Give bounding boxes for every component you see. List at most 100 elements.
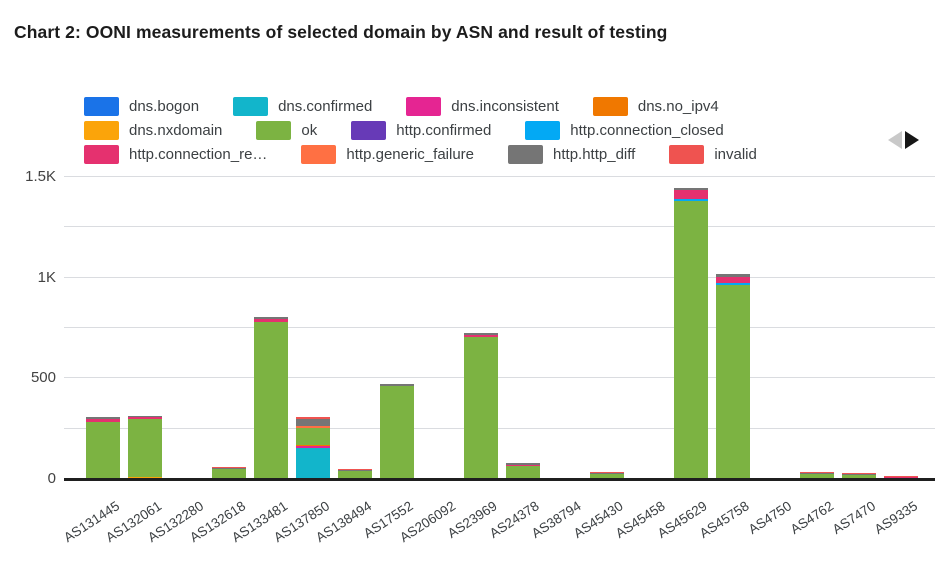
bar-segment-http.connection_closed[interactable]	[716, 282, 750, 285]
bar-segment-ok[interactable]	[464, 337, 498, 479]
bar-segment-invalid[interactable]	[800, 472, 834, 474]
stacked-bar	[128, 415, 162, 479]
bar-segment-http.connection_reset[interactable]	[716, 277, 750, 283]
legend-item-label: invalid	[714, 146, 757, 163]
gridline	[64, 377, 935, 379]
bar-segment-http.connection_reset[interactable]	[86, 418, 120, 422]
legend-swatch-icon	[351, 121, 387, 140]
y-axis-tick-label: 1K	[37, 268, 56, 286]
bar-segment-http.http_diff[interactable]	[380, 384, 414, 386]
bar-segment-http.connection_reset[interactable]	[380, 385, 414, 387]
bar-segment-ok[interactable]	[128, 418, 162, 477]
stacked-bar	[464, 333, 498, 479]
bar-segment-ok[interactable]	[590, 473, 624, 479]
legend-item-dns.confirmed[interactable]: dns.confirmed	[233, 97, 372, 116]
bar-segment-http.http_diff[interactable]	[464, 333, 498, 336]
legend-swatch-icon	[525, 121, 561, 140]
bar-segment-ok[interactable]	[842, 474, 876, 479]
bar-segment-invalid[interactable]	[842, 472, 876, 474]
bar-segment-invalid[interactable]	[212, 467, 246, 468]
y-axis-tick-label: 500	[30, 369, 56, 387]
bar-segment-http.connection_reset[interactable]	[884, 477, 918, 479]
stacked-bar	[296, 416, 330, 479]
bar-segment-ok[interactable]	[212, 468, 246, 479]
bar-segment-http.connection_reset[interactable]	[506, 464, 540, 466]
legend-item-label: dns.bogon	[129, 98, 200, 115]
bar-segment-invalid[interactable]	[338, 468, 372, 470]
bar-segment-ok[interactable]	[296, 428, 330, 445]
legend-swatch-icon	[508, 145, 544, 164]
legend-item-dns.no_ipv4[interactable]: dns.no_ipv4	[592, 97, 719, 116]
stacked-bar	[254, 316, 288, 479]
bar-segment-http.http_diff[interactable]	[128, 415, 162, 418]
bar-group-AS45430	[586, 177, 628, 479]
legend-item-label: ok	[301, 122, 318, 139]
legend-item-dns.inconsistent[interactable]: dns.inconsistent	[406, 97, 559, 116]
bar-segment-ok[interactable]	[254, 321, 288, 479]
bar-group-AS23969	[460, 177, 502, 479]
gridline	[64, 427, 935, 429]
bar-segment-http.connection_reset[interactable]	[128, 417, 162, 419]
x-slot: AS9335	[872, 485, 922, 560]
legend-item-ok[interactable]: ok	[256, 121, 317, 140]
legend-item-label: http.generic_failure	[346, 146, 475, 163]
legend: dns.bogon dns.confirmed dns.inconsistent dn…	[84, 96, 757, 165]
next-arrow-icon[interactable]	[905, 131, 919, 149]
bar-group-AS45629	[670, 177, 712, 479]
bar-segment-http.http_diff[interactable]	[674, 188, 708, 191]
legend-item-http.connection_reset[interactable]: http.connection_re…	[84, 145, 267, 164]
legend-item-label: dns.inconsistent	[451, 98, 559, 115]
legend-item-http.generic_failure[interactable]: http.generic_failure	[301, 145, 474, 164]
legend-item-invalid[interactable]: invalid	[669, 145, 757, 164]
legend-item-dns.nxdomain[interactable]: dns.nxdomain	[84, 121, 222, 140]
bar-segment-http.http_diff[interactable]	[254, 316, 288, 320]
stacked-bar	[716, 274, 750, 479]
legend-item-label: http.connection_re…	[129, 146, 268, 163]
bar-segment-http.connection_closed[interactable]	[674, 198, 708, 202]
legend-item-http.confirmed[interactable]: http.confirmed	[351, 121, 491, 140]
legend-swatch-icon	[301, 145, 337, 164]
bar-segment-http.http_diff[interactable]	[842, 473, 876, 475]
bar-segment-ok[interactable]	[380, 386, 414, 479]
bar-segment-dns.no_ipv4[interactable]	[296, 444, 330, 447]
bar-segment-ok[interactable]	[674, 201, 708, 479]
bar-segment-http.http_diff[interactable]	[86, 417, 120, 419]
gridline	[64, 226, 935, 228]
bar-segment-ok[interactable]	[506, 465, 540, 479]
bar-segment-dns.confirmed[interactable]	[296, 447, 330, 479]
bar-segment-http.http_diff[interactable]	[800, 473, 834, 475]
bar-segment-http.connection_reset[interactable]	[464, 335, 498, 338]
prev-arrow-icon[interactable]	[888, 131, 902, 149]
chart-title: Chart 2: OONI measurements of selected d…	[14, 22, 668, 42]
bar-segment-dns.inconsistent[interactable]	[296, 446, 330, 448]
bar-segment-invalid[interactable]	[884, 476, 918, 478]
legend-item-label: dns.confirmed	[278, 98, 373, 115]
legend-item-dns.bogon[interactable]: dns.bogon	[84, 97, 199, 116]
stacked-bar	[86, 417, 120, 479]
legend-swatch-icon	[84, 97, 119, 116]
stacked-bar	[212, 467, 246, 479]
stacked-bar	[800, 472, 834, 479]
legend-item-http.connection_closed[interactable]: http.connection_closed	[525, 121, 724, 140]
bar-segment-http.http_diff[interactable]	[296, 418, 330, 426]
bar-group-AS132618	[208, 177, 250, 479]
bar-segment-http.http_diff[interactable]	[338, 469, 372, 471]
bar-segment-http.connection_reset[interactable]	[674, 190, 708, 199]
bar-segment-ok[interactable]	[338, 470, 372, 479]
legend-item-label: dns.nxdomain	[129, 122, 223, 139]
bar-segment-http.http_diff[interactable]	[716, 274, 750, 278]
legend-item-http.http_diff[interactable]: http.http_diff	[508, 145, 635, 164]
legend-row: dns.nxdomain ok http.confirmed http.connect…	[84, 120, 757, 141]
bar-segment-ok[interactable]	[716, 284, 750, 479]
bar-segment-invalid[interactable]	[590, 472, 624, 473]
legend-swatch-icon	[669, 145, 705, 164]
bar-segment-http.http_diff[interactable]	[590, 472, 624, 474]
bar-segment-invalid[interactable]	[296, 416, 330, 419]
bar-segment-http.generic_failure[interactable]	[296, 425, 330, 429]
bar-segment-ok[interactable]	[86, 421, 120, 479]
bar-segment-ok[interactable]	[800, 474, 834, 479]
bar-segment-http.http_diff[interactable]	[212, 467, 246, 469]
bar-segment-http.connection_reset[interactable]	[254, 319, 288, 322]
gridline	[64, 276, 935, 278]
bar-segment-http.http_diff[interactable]	[506, 463, 540, 465]
